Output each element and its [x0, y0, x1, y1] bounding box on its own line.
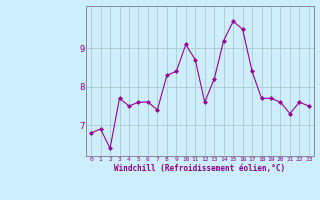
X-axis label: Windchill (Refroidissement éolien,°C): Windchill (Refroidissement éolien,°C): [115, 164, 285, 173]
